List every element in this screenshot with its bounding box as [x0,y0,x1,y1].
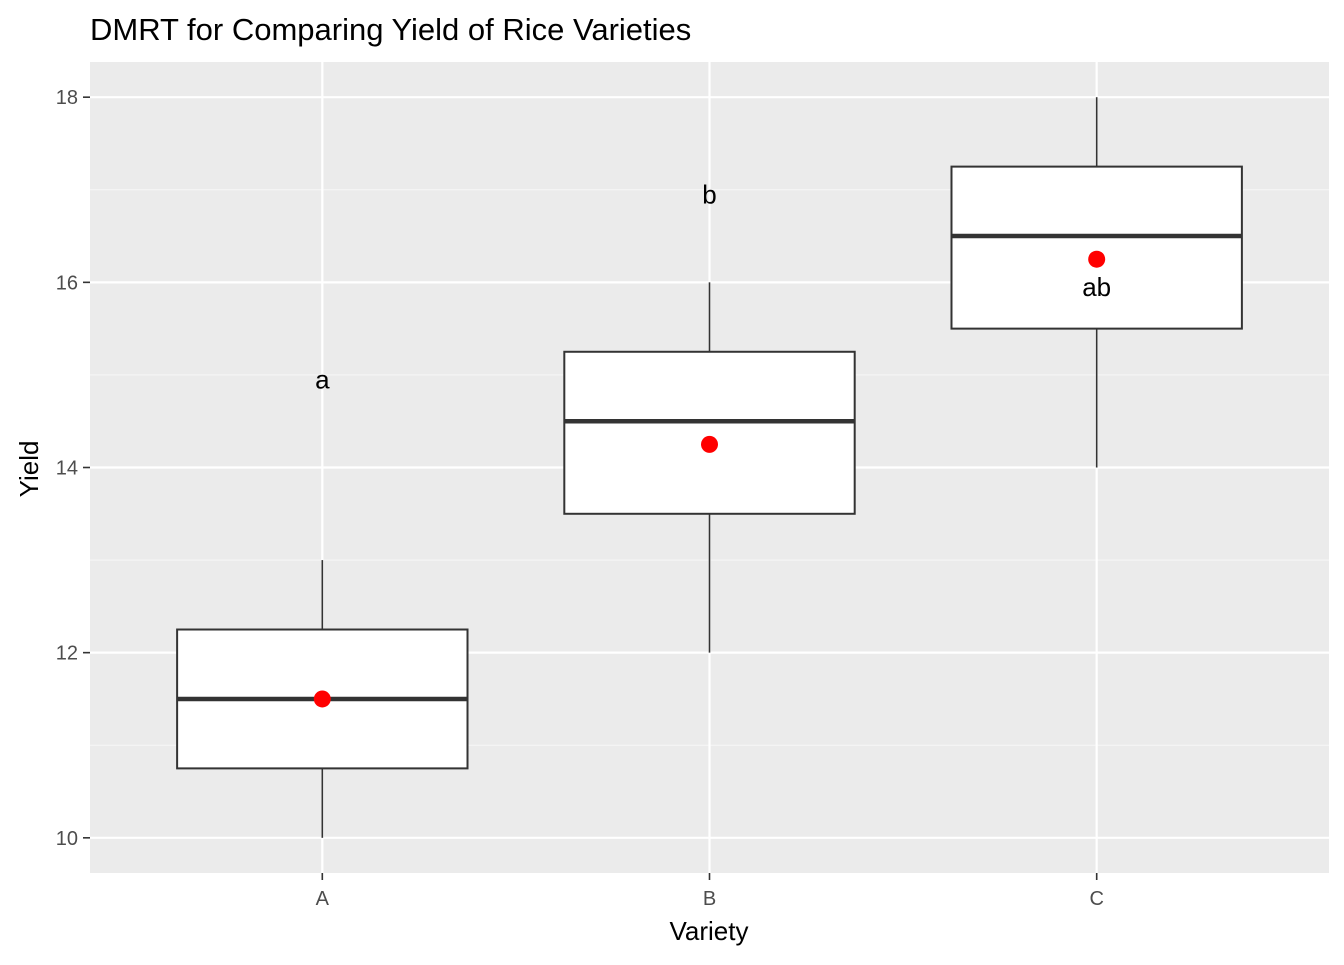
mean-point [313,690,331,708]
y-axis: 10 12 14 16 18 [56,87,90,850]
y-tick-label: 16 [56,272,78,294]
box-C: ab [950,97,1243,468]
x-axis: A B C [316,873,1104,910]
box-iqr [950,165,1243,330]
mean-point [1088,250,1106,268]
group-letter-B: b [702,179,716,209]
y-tick-label: 12 [56,643,78,665]
x-tick-label: B [703,888,716,910]
x-tick-label: A [316,888,330,910]
y-axis-title: Yield [14,441,44,498]
y-tick-label: 10 [56,828,78,850]
group-letter-A: a [315,365,330,395]
chart-title: DMRT for Comparing Yield of Rice Varieti… [90,12,691,47]
box-iqr [563,350,856,515]
group-letter-C: ab [1082,272,1111,302]
y-tick-label: 18 [56,87,78,109]
mean-point [701,435,718,453]
box-B: b [563,179,856,653]
x-axis-title: Variety [670,916,749,946]
box-A: a [176,365,469,838]
y-tick-label: 14 [56,458,78,480]
x-tick-label: C [1089,888,1103,910]
